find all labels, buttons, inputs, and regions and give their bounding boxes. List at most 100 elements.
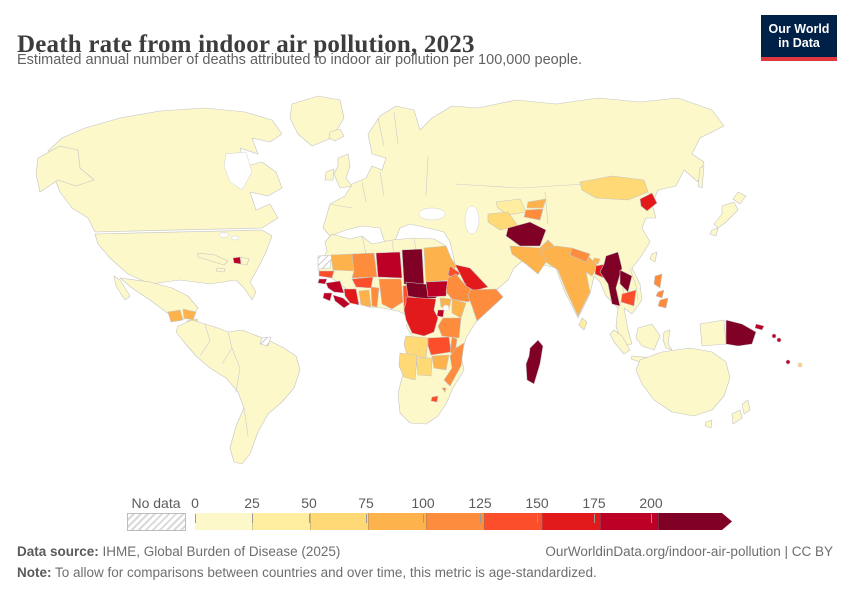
legend-bin-75-100[interactable]	[368, 513, 426, 530]
lake-victoria	[442, 304, 450, 312]
country-kyrgyzstan[interactable]	[526, 198, 547, 209]
country-ireland[interactable]	[324, 168, 335, 181]
country-liberia[interactable]	[332, 294, 351, 309]
asia-borders	[454, 183, 586, 189]
color-scale-bar	[195, 513, 725, 530]
country-japan-hokkaido[interactable]	[732, 191, 747, 205]
country-bhutan[interactable]	[592, 257, 601, 265]
country-madagascar[interactable]	[525, 339, 544, 385]
legend-bin-175-200[interactable]	[600, 513, 658, 530]
tick-mark	[480, 514, 481, 523]
sa-borders-4	[243, 407, 249, 437]
country-french-guiana[interactable]	[259, 336, 272, 347]
country-vanuatu[interactable]	[785, 359, 791, 365]
country-guinea-bissau[interactable]	[317, 278, 328, 285]
legend-bin-50-75[interactable]	[310, 513, 368, 530]
country-solomon-islands[interactable]	[771, 333, 777, 339]
europe-borders-4	[377, 117, 385, 147]
owid-logo-line1: Our World	[768, 21, 830, 36]
country-indonesia-sumatra[interactable]	[609, 329, 631, 355]
europe-borders	[329, 203, 353, 209]
country-mozambique[interactable]	[443, 342, 465, 387]
country-japan-kyushu[interactable]	[709, 227, 719, 237]
landmass-south-america[interactable]	[175, 319, 301, 465]
country-myanmar[interactable]	[599, 251, 623, 307]
country-somalia[interactable]	[467, 288, 504, 322]
country-australia[interactable]	[635, 347, 731, 417]
country-indonesia-sulawesi[interactable]	[662, 329, 673, 351]
country-uzbekistan[interactable]	[495, 198, 527, 216]
country-guinea[interactable]	[325, 280, 345, 294]
country-alaska-usa[interactable]	[35, 145, 95, 193]
country-zimbabwe[interactable]	[431, 354, 450, 371]
legend-ticks: 0 25 50 75 100 125 150 175 200	[191, 495, 725, 531]
country-iceland[interactable]	[328, 128, 345, 142]
no-data-swatch[interactable]	[127, 513, 186, 531]
owid-logo[interactable]: Our World in Data	[761, 15, 837, 61]
country-solomon-islands-2[interactable]	[776, 337, 782, 343]
country-chad[interactable]	[401, 248, 425, 287]
country-burkina-faso[interactable]	[351, 276, 374, 289]
country-united-states[interactable]	[94, 229, 273, 301]
country-western-sahara[interactable]	[317, 254, 333, 270]
country-australia-tasmania[interactable]	[704, 419, 713, 429]
country-japan-honshu[interactable]	[713, 201, 739, 229]
country-indonesia-west-papua[interactable]	[699, 319, 727, 347]
country-namibia[interactable]	[398, 352, 418, 381]
country-dominican-republic[interactable]	[240, 256, 250, 266]
legend-bin-150-175[interactable]	[542, 513, 600, 530]
legend-bin-0-25[interactable]	[195, 513, 252, 530]
europe-borders-5	[393, 111, 399, 145]
landmass-eurasia[interactable]	[322, 97, 725, 347]
country-philippines-luzon[interactable]	[653, 273, 663, 289]
country-dr-congo[interactable]	[403, 296, 439, 337]
country-cote-divoire[interactable]	[343, 288, 360, 306]
country-tajikistan[interactable]	[523, 208, 544, 221]
country-ghana[interactable]	[358, 289, 372, 308]
country-united-kingdom[interactable]	[333, 153, 353, 189]
country-nepal[interactable]	[569, 247, 591, 263]
country-niger[interactable]	[375, 251, 403, 279]
country-senegal[interactable]	[318, 270, 335, 279]
country-cuba[interactable]	[197, 252, 229, 266]
country-lesotho[interactable]	[430, 395, 439, 403]
country-taiwan[interactable]	[649, 251, 658, 263]
tick-mark	[651, 514, 652, 523]
country-sri-lanka[interactable]	[578, 317, 588, 331]
country-borneo[interactable]	[635, 323, 661, 351]
country-mauritania[interactable]	[330, 253, 355, 272]
country-new-zealand-north[interactable]	[741, 399, 751, 415]
legend-bin-125-150[interactable]	[484, 513, 542, 530]
country-new-zealand-south[interactable]	[731, 409, 743, 425]
country-botswana[interactable]	[415, 357, 433, 377]
country-north-korea[interactable]	[639, 192, 658, 212]
legend-bin-100-125[interactable]	[426, 513, 484, 530]
country-afghanistan[interactable]	[505, 221, 547, 247]
country-jamaica[interactable]	[215, 267, 226, 273]
country-papua-new-guinea[interactable]	[725, 319, 757, 347]
legend-bin-200-plus[interactable]	[658, 513, 732, 530]
sa-borders	[199, 323, 211, 357]
country-togo-benin[interactable]	[370, 286, 380, 308]
country-mexico-baja[interactable]	[113, 275, 131, 301]
country-rwanda-burundi[interactable]	[436, 309, 445, 318]
country-eswatini[interactable]	[441, 387, 447, 393]
country-nigeria[interactable]	[378, 278, 404, 310]
country-mongolia[interactable]	[579, 175, 649, 201]
country-philippines-mindanao[interactable]	[657, 297, 669, 309]
country-sierra-leone[interactable]	[322, 292, 333, 302]
country-philippines-visayas[interactable]	[655, 289, 665, 299]
country-tanzania[interactable]	[437, 317, 462, 339]
sakhalin[interactable]	[697, 165, 705, 189]
country-mali[interactable]	[351, 252, 378, 279]
country-canada[interactable]	[47, 107, 283, 233]
country-fiji[interactable]	[797, 362, 803, 368]
country-guatemala[interactable]	[167, 309, 184, 323]
europe-borders-3	[379, 171, 385, 197]
country-png-new-britain[interactable]	[754, 323, 765, 331]
country-cambodia[interactable]	[620, 289, 637, 307]
country-haiti[interactable]	[232, 256, 242, 265]
country-south-sudan[interactable]	[425, 280, 449, 298]
country-zambia[interactable]	[427, 336, 452, 356]
attribution-link[interactable]: OurWorldinData.org/indoor-air-pollution …	[545, 544, 833, 559]
